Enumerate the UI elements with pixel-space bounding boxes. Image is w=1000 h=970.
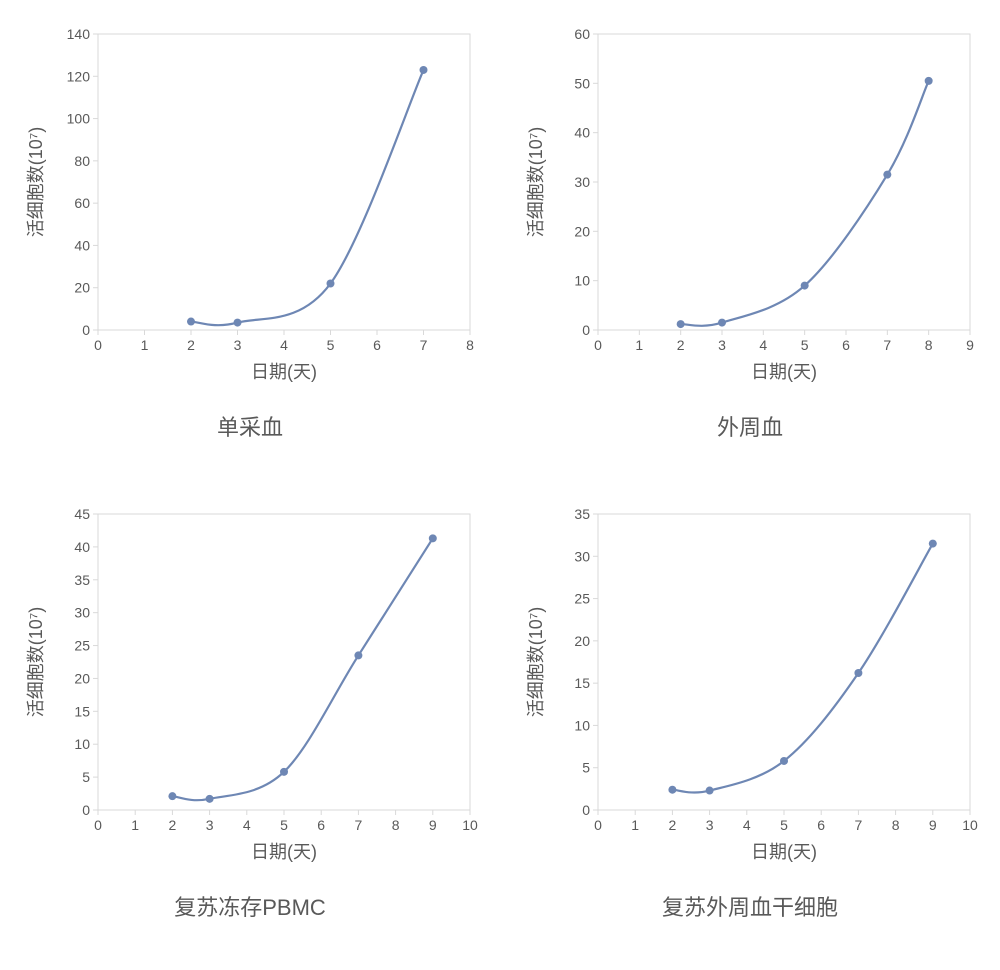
svg-text:6: 6 bbox=[842, 337, 850, 353]
svg-text:4: 4 bbox=[243, 817, 251, 833]
svg-text:140: 140 bbox=[67, 26, 91, 42]
svg-text:6: 6 bbox=[317, 817, 325, 833]
svg-text:0: 0 bbox=[94, 337, 102, 353]
svg-text:1: 1 bbox=[131, 817, 139, 833]
svg-text:30: 30 bbox=[574, 174, 590, 190]
svg-text:8: 8 bbox=[892, 817, 900, 833]
svg-text:10: 10 bbox=[462, 817, 478, 833]
svg-text:120: 120 bbox=[67, 68, 91, 84]
svg-text:日期(天): 日期(天) bbox=[751, 842, 817, 862]
svg-text:40: 40 bbox=[74, 237, 90, 253]
svg-text:0: 0 bbox=[82, 322, 90, 338]
title-pbmc: 复苏冻存PBMC bbox=[174, 890, 326, 922]
svg-text:7: 7 bbox=[883, 337, 891, 353]
svg-text:20: 20 bbox=[574, 633, 590, 649]
svg-text:2: 2 bbox=[669, 817, 677, 833]
svg-text:25: 25 bbox=[74, 638, 90, 654]
svg-text:2: 2 bbox=[187, 337, 195, 353]
svg-text:2: 2 bbox=[169, 817, 177, 833]
svg-text:0: 0 bbox=[594, 817, 602, 833]
svg-text:40: 40 bbox=[74, 539, 90, 555]
svg-text:日期(天): 日期(天) bbox=[251, 842, 317, 862]
svg-text:5: 5 bbox=[82, 769, 90, 785]
svg-text:80: 80 bbox=[74, 153, 90, 169]
svg-text:3: 3 bbox=[718, 337, 726, 353]
svg-text:10: 10 bbox=[74, 736, 90, 752]
svg-text:1: 1 bbox=[631, 817, 639, 833]
svg-text:6: 6 bbox=[817, 817, 825, 833]
svg-text:10: 10 bbox=[962, 817, 978, 833]
svg-text:9: 9 bbox=[966, 337, 974, 353]
svg-text:5: 5 bbox=[280, 817, 288, 833]
svg-text:9: 9 bbox=[929, 817, 937, 833]
chart-stem: 0 1 2 3 4 5 6 7 8 9 10 0 5 10 15 20 25 30 35 日期(天) 活细胞数(10⁷) bbox=[520, 500, 980, 880]
svg-text:15: 15 bbox=[74, 703, 90, 719]
svg-text:5: 5 bbox=[582, 760, 590, 776]
svg-text:4: 4 bbox=[280, 337, 288, 353]
svg-text:4: 4 bbox=[759, 337, 767, 353]
svg-text:15: 15 bbox=[574, 675, 590, 691]
svg-text:2: 2 bbox=[677, 337, 685, 353]
svg-text:20: 20 bbox=[574, 223, 590, 239]
svg-text:5: 5 bbox=[801, 337, 809, 353]
chart-pbmc: 012345678910051015202530354045日期(天)活细胞数(… bbox=[20, 500, 480, 880]
svg-text:日期(天): 日期(天) bbox=[751, 362, 817, 382]
panel-apheresis: 012345678020406080100120140日期(天)活细胞数(10⁷… bbox=[20, 20, 480, 470]
svg-text:日期(天): 日期(天) bbox=[251, 362, 317, 382]
svg-text:活细胞数(10⁷): 活细胞数(10⁷) bbox=[526, 607, 546, 718]
svg-text:10: 10 bbox=[574, 273, 590, 289]
svg-text:6: 6 bbox=[373, 337, 381, 353]
svg-text:35: 35 bbox=[74, 572, 90, 588]
svg-text:活细胞数(10⁷): 活细胞数(10⁷) bbox=[26, 127, 46, 238]
svg-text:50: 50 bbox=[574, 75, 590, 91]
svg-text:7: 7 bbox=[420, 337, 428, 353]
svg-text:0: 0 bbox=[82, 802, 90, 818]
svg-text:30: 30 bbox=[574, 548, 590, 564]
svg-text:7: 7 bbox=[355, 817, 363, 833]
svg-text:9: 9 bbox=[429, 817, 437, 833]
svg-text:25: 25 bbox=[574, 591, 590, 607]
svg-text:40: 40 bbox=[574, 125, 590, 141]
svg-text:1: 1 bbox=[635, 337, 643, 353]
svg-text:8: 8 bbox=[925, 337, 933, 353]
chart-peripheral: 0 1 2 3 4 5 6 7 8 9 0 10 20 30 40 50 60 日期(天) 活细胞数(10⁷) bbox=[520, 20, 980, 400]
panel-pbmc: 012345678910051015202530354045日期(天)活细胞数(… bbox=[20, 500, 480, 950]
svg-text:0: 0 bbox=[582, 802, 590, 818]
svg-text:4: 4 bbox=[743, 817, 751, 833]
svg-text:0: 0 bbox=[94, 817, 102, 833]
svg-text:8: 8 bbox=[466, 337, 474, 353]
title-stem: 复苏外周血干细胞 bbox=[662, 890, 838, 922]
panel-stem: 0 1 2 3 4 5 6 7 8 9 10 0 5 10 15 20 25 30 35 日期(天) 活细胞数(10⁷)… bbox=[520, 500, 980, 950]
panel-peripheral: 0 1 2 3 4 5 6 7 8 9 0 10 20 30 40 50 60 日期(天) 活细胞数(10⁷) 外周… bbox=[520, 20, 980, 470]
svg-text:100: 100 bbox=[67, 111, 91, 127]
svg-text:45: 45 bbox=[74, 506, 90, 522]
svg-text:30: 30 bbox=[74, 605, 90, 621]
chart-apheresis: 012345678020406080100120140日期(天)活细胞数(10⁷… bbox=[20, 20, 480, 400]
svg-text:0: 0 bbox=[594, 337, 602, 353]
svg-text:60: 60 bbox=[74, 195, 90, 211]
title-apheresis: 单采血 bbox=[217, 410, 283, 442]
svg-text:3: 3 bbox=[234, 337, 242, 353]
svg-text:35: 35 bbox=[574, 506, 590, 522]
svg-text:5: 5 bbox=[327, 337, 335, 353]
svg-text:10: 10 bbox=[574, 717, 590, 733]
svg-text:8: 8 bbox=[392, 817, 400, 833]
svg-text:20: 20 bbox=[74, 670, 90, 686]
svg-text:60: 60 bbox=[574, 26, 590, 42]
svg-text:5: 5 bbox=[780, 817, 788, 833]
chart-grid: 012345678020406080100120140日期(天)活细胞数(10⁷… bbox=[20, 20, 980, 950]
svg-text:活细胞数(10⁷): 活细胞数(10⁷) bbox=[526, 127, 546, 238]
svg-text:0: 0 bbox=[582, 322, 590, 338]
svg-text:3: 3 bbox=[706, 817, 714, 833]
title-peripheral: 外周血 bbox=[717, 410, 783, 442]
svg-text:3: 3 bbox=[206, 817, 214, 833]
svg-text:活细胞数(10⁷): 活细胞数(10⁷) bbox=[26, 607, 46, 718]
svg-text:20: 20 bbox=[74, 280, 90, 296]
svg-text:7: 7 bbox=[855, 817, 863, 833]
svg-text:1: 1 bbox=[141, 337, 149, 353]
